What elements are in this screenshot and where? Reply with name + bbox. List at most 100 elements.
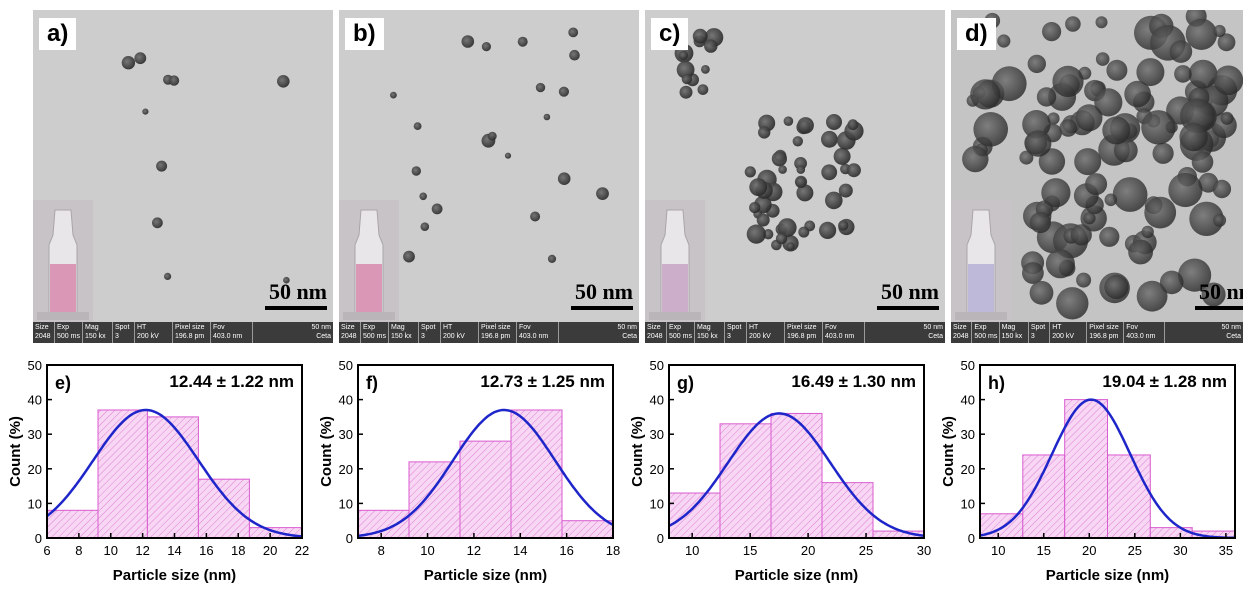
- histogram-bar: [770, 412, 823, 539]
- nanoparticle: [1178, 258, 1212, 292]
- nanoparticle: [826, 114, 842, 130]
- nanoparticle: [778, 165, 787, 174]
- x-tick-label: 18: [231, 543, 245, 558]
- x-tick-label: 10: [104, 543, 118, 558]
- y-axis-label: Count (%): [629, 416, 646, 487]
- y-axis-label: Count (%): [318, 416, 335, 487]
- y-tick-label: 40: [650, 393, 664, 408]
- tem-panel-c: c) 50 nm Size 2048 Exp 500 ms Mag 150 kx Spot 3…: [645, 10, 945, 343]
- nanoparticle: [504, 152, 512, 159]
- nanoparticle: [697, 84, 709, 95]
- nanoparticle: [798, 226, 810, 238]
- y-tick-label: 20: [339, 462, 353, 477]
- nanoparticle: [973, 112, 1008, 147]
- metadata-cell: HT 200 kV: [135, 322, 173, 343]
- nanoparticle: [676, 60, 695, 79]
- y-tick-label: 50: [650, 358, 664, 373]
- x-tick-label: 15: [1037, 543, 1051, 558]
- nanoparticle: [1038, 148, 1066, 175]
- y-axis-label: Count (%): [7, 416, 24, 487]
- x-tick-label: 18: [606, 543, 620, 558]
- x-tick-label: 10: [685, 543, 699, 558]
- histogram-bar: [197, 478, 250, 539]
- nanoparticle: [168, 75, 180, 86]
- x-axis-label: Particle size (nm): [424, 567, 547, 584]
- nanoparticle: [557, 172, 571, 185]
- nanoparticle: [1104, 193, 1118, 207]
- nanoparticle: [1124, 80, 1151, 108]
- scale-bar: 50 nm: [563, 280, 633, 310]
- y-tick-label: 10: [961, 496, 975, 511]
- nanoparticle: [796, 165, 806, 174]
- nanoparticle: [569, 49, 580, 61]
- y-tick-label: 0: [35, 531, 42, 546]
- nanoparticle: [763, 229, 774, 240]
- nanoparticle: [517, 36, 528, 47]
- metadata-cell: Fov 403.0 nm: [517, 322, 559, 343]
- metadata-cell: 50 nm Ceta: [1221, 324, 1241, 340]
- nanoparticle: [543, 113, 551, 121]
- histogram-h: 0 10 20 30 40 50 10 15 20 25 30 35 h) 19.04 ± 1.28 nm…: [933, 355, 1244, 595]
- nanoparticle: [1094, 88, 1123, 117]
- scale-bar: 50 nm: [257, 280, 327, 310]
- nanoparticle: [819, 221, 837, 239]
- nanoparticle: [596, 187, 609, 201]
- nanoparticle: [121, 56, 136, 70]
- histogram-bar: [146, 416, 199, 539]
- tem-image: [951, 10, 1243, 322]
- nanoparticle: [796, 184, 814, 202]
- nanoparticle: [1141, 110, 1176, 145]
- nanoparticle: [991, 66, 1027, 102]
- metadata-cell: HT 200 kV: [441, 322, 479, 343]
- nanoparticle: [962, 145, 989, 173]
- x-tick-label: 30: [917, 543, 931, 558]
- x-tick-label: 25: [859, 543, 873, 558]
- panel-label: b): [345, 18, 384, 50]
- nanoparticle: [277, 75, 290, 88]
- metadata-cell: Spot 3: [113, 322, 135, 343]
- metadata-cell: Fov 403.0 nm: [1124, 322, 1166, 343]
- nanoparticle: [1174, 65, 1192, 83]
- nanoparticle: [1022, 262, 1044, 284]
- x-tick-label: 16: [199, 543, 213, 558]
- nanoparticle: [1188, 59, 1218, 89]
- metadata-cell: Exp 500 ms: [55, 322, 83, 343]
- nanoparticle: [1136, 58, 1165, 87]
- nanoparticle: [487, 131, 497, 141]
- nanoparticle: [692, 28, 708, 44]
- nanoparticle: [1217, 33, 1236, 52]
- metadata-cell: 50 nm Ceta: [923, 324, 943, 340]
- y-tick-label: 50: [339, 358, 353, 373]
- nanoparticle: [134, 52, 147, 65]
- nanoparticle: [411, 166, 421, 176]
- plot-frame: [979, 364, 1236, 539]
- metadata-cell: Size 2048: [951, 322, 973, 343]
- nanoparticle: [1168, 172, 1203, 208]
- nanoparticle: [1220, 111, 1234, 125]
- metadata-cell: Pixel size 196.8 pm: [785, 322, 823, 343]
- scale-bar-label: 50 nm: [880, 279, 939, 304]
- y-tick-label: 0: [657, 531, 664, 546]
- nanoparticle: [681, 73, 693, 85]
- metadata-cell: Pixel size 196.8 pm: [479, 322, 517, 343]
- nanoparticle: [758, 126, 771, 139]
- metadata-cell: Spot 3: [419, 322, 441, 343]
- histogram-g: 0 10 20 30 40 50 10 15 20 25 30 g) 16.49 ± 1.30 nm Pa…: [622, 355, 933, 595]
- y-tick-label: 30: [339, 427, 353, 442]
- nanoparticle: [679, 85, 693, 99]
- nanoparticle: [1113, 138, 1138, 163]
- nanoparticle: [461, 35, 475, 48]
- scale-bar-label: 50 nm: [1198, 279, 1243, 304]
- mean-size-annotation: 16.49 ± 1.30 nm: [791, 372, 916, 391]
- nanoparticle: [833, 147, 851, 165]
- x-axis-label: Particle size (nm): [1046, 567, 1169, 584]
- nanoparticle: [152, 217, 163, 229]
- y-tick-label: 40: [28, 393, 42, 408]
- histogram-bar: [459, 440, 512, 539]
- x-tick-label: 15: [743, 543, 757, 558]
- nanoparticle: [1169, 40, 1193, 63]
- x-tick-label: 10: [420, 543, 434, 558]
- histogram-bar: [46, 509, 99, 539]
- nanoparticle: [419, 192, 427, 201]
